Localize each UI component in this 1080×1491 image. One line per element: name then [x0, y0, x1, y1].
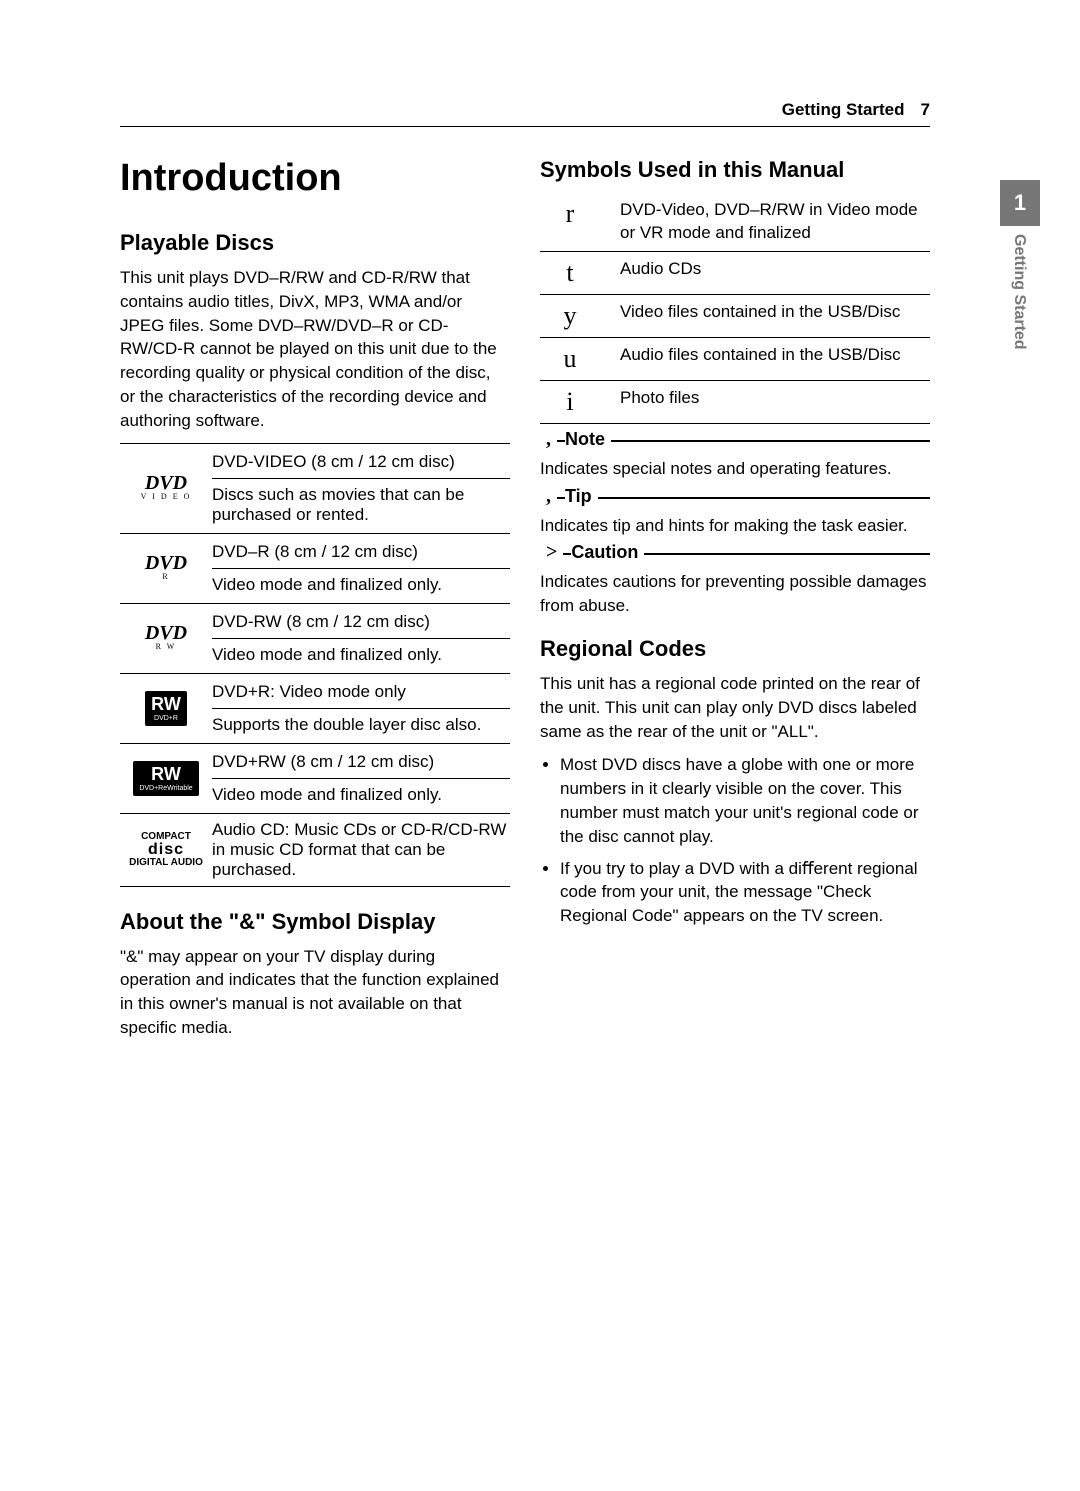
tip-callout: , Tip [540, 497, 930, 508]
disc-row: RWDVD+R DVD+R: Video mode only Supports … [120, 674, 510, 744]
cd-icon: COMPACTdiscDIGITAL AUDIO [120, 814, 212, 886]
note-callout: , Note [540, 440, 930, 451]
symbol-row: t Audio CDs [540, 251, 930, 294]
about-symbol-para: "&" may appear on your TV display during… [120, 945, 510, 1040]
disc-row: DVDR W DVD-RW (8 cm / 12 cm disc) Video … [120, 604, 510, 674]
caution-text: Indicates cautions for preventing possib… [540, 570, 930, 618]
symbol-key: y [540, 301, 600, 331]
disc-row: DVDR DVD–R (8 cm / 12 cm disc) Video mod… [120, 534, 510, 604]
callout-mark-icon: , [540, 485, 557, 508]
symbol-key: r [540, 199, 600, 245]
regional-para: This unit has a regional code printed on… [540, 672, 930, 743]
symbol-key: t [540, 258, 600, 288]
left-column: Introduction Playable Discs This unit pl… [120, 157, 510, 1050]
disc-row: DVDV I D E O DVD-VIDEO (8 cm / 12 cm dis… [120, 444, 510, 534]
header-section: Getting Started [782, 100, 905, 120]
disc-line: Video mode and ﬁnalized only. [212, 569, 510, 597]
page-title: Introduction [120, 157, 510, 200]
dvd-plus-rw-icon: RWDVD+ReWritable [120, 744, 212, 813]
side-tab-label: Getting Started [1000, 226, 1038, 350]
callout-label: Caution [571, 542, 644, 563]
side-tab: 1 Getting Started [1000, 180, 1040, 350]
page: Getting Started 7 1 Getting Started Intr… [0, 0, 1080, 1110]
symbols-table: r DVD-Video, DVD–R/RW in Video mode or V… [540, 193, 930, 424]
disc-line: DVD-VIDEO (8 cm / 12 cm disc) [212, 450, 510, 479]
callout-mark-icon: > [540, 541, 563, 564]
disc-row: COMPACTdiscDIGITAL AUDIO Audio CD: Music… [120, 814, 510, 886]
disc-line: DVD-RW (8 cm / 12 cm disc) [212, 610, 510, 639]
symbol-key: u [540, 344, 600, 374]
symbols-heading: Symbols Used in this Manual [540, 157, 930, 183]
symbol-desc: Audio CDs [620, 258, 930, 288]
about-symbol-heading: About the "&" Symbol Display [120, 909, 510, 935]
regional-bullet: Most DVD discs have a globe with one or … [560, 753, 930, 848]
disc-table: DVDV I D E O DVD-VIDEO (8 cm / 12 cm dis… [120, 443, 510, 887]
disc-line: DVD–R (8 cm / 12 cm disc) [212, 540, 510, 569]
symbol-row: i Photo ﬁles [540, 380, 930, 423]
header-page-number: 7 [921, 100, 930, 120]
symbol-desc: Video ﬁles contained in the USB/Disc [620, 301, 930, 331]
symbol-desc: DVD-Video, DVD–R/RW in Video mode or VR … [620, 199, 930, 245]
symbol-key: i [540, 387, 600, 417]
note-text: Indicates special notes and operating fe… [540, 457, 930, 481]
dvd-video-icon: DVDV I D E O [120, 444, 212, 533]
disc-line: Supports the double layer disc also. [212, 709, 510, 737]
disc-line: Video mode and ﬁnalized only. [212, 779, 510, 807]
disc-line: DVD+R: Video mode only [212, 680, 510, 709]
symbol-row: y Video ﬁles contained in the USB/Disc [540, 294, 930, 337]
regional-bullets: Most DVD discs have a globe with one or … [540, 753, 930, 928]
page-header: Getting Started 7 [120, 100, 930, 127]
disc-line: Discs such as movies that can be purchas… [212, 479, 510, 527]
disc-line: Audio CD: Music CDs or CD-R/CD-RW in mus… [212, 814, 510, 886]
playable-discs-heading: Playable Discs [120, 230, 510, 256]
playable-discs-para: This unit plays DVD–R/RW and CD-R/RW tha… [120, 266, 510, 433]
tip-text: Indicates tip and hints for making the t… [540, 514, 930, 538]
symbol-desc: Audio ﬁles contained in the USB/Disc [620, 344, 930, 374]
disc-line: DVD+RW (8 cm / 12 cm disc) [212, 750, 510, 779]
disc-row: RWDVD+ReWritable DVD+RW (8 cm / 12 cm di… [120, 744, 510, 814]
symbol-row: r DVD-Video, DVD–R/RW in Video mode or V… [540, 193, 930, 251]
content-columns: Introduction Playable Discs This unit pl… [120, 157, 930, 1050]
disc-line: Video mode and ﬁnalized only. [212, 639, 510, 667]
dvd-plus-r-icon: RWDVD+R [120, 674, 212, 743]
dvd-rw-icon: DVDR W [120, 604, 212, 673]
side-tab-number: 1 [1000, 180, 1040, 226]
callout-label: Tip [565, 486, 598, 507]
regional-heading: Regional Codes [540, 636, 930, 662]
callout-label: Note [565, 429, 611, 450]
regional-bullet: If you try to play a DVD with a diﬀerent… [560, 857, 930, 928]
callout-mark-icon: , [540, 428, 557, 451]
symbol-row: u Audio ﬁles contained in the USB/Disc [540, 337, 930, 380]
right-column: Symbols Used in this Manual r DVD-Video,… [540, 157, 930, 1050]
caution-callout: > Caution [540, 553, 930, 564]
dvd-r-icon: DVDR [120, 534, 212, 603]
symbol-desc: Photo ﬁles [620, 387, 930, 417]
